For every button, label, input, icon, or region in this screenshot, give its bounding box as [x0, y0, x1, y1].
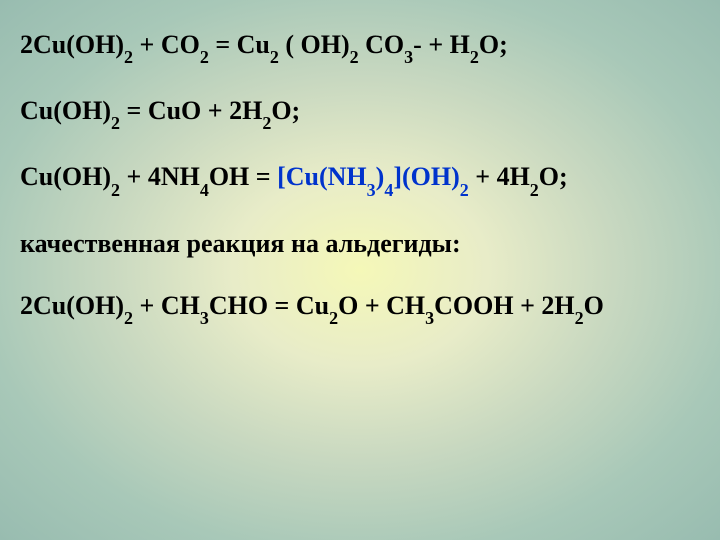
formula-text: Cu(OH): [20, 96, 111, 125]
formula-text: = CuO + 2H: [120, 96, 262, 125]
subscript: 2: [200, 47, 209, 67]
subscript: 2: [124, 47, 133, 67]
formula-text: COOH + 2H: [434, 291, 575, 320]
formula-text: 2Cu(OH): [20, 30, 124, 59]
subscript: 3: [425, 308, 434, 328]
formula-text: + CO: [133, 30, 200, 59]
equation-line: Cu(OH)2 + 4NH4OH = [Cu(NH3)4](OH)2 + 4H2…: [20, 162, 700, 196]
subscript: 2: [350, 47, 359, 67]
formula-text: ­- + H: [413, 30, 470, 59]
formula-text: + CH: [133, 291, 200, 320]
formula-text: O;: [479, 30, 508, 59]
subscript: 4: [384, 180, 393, 200]
equation-line: Cu(OH)2 = CuO + 2H2O;: [20, 96, 700, 130]
subscript: 3: [200, 308, 209, 328]
text-line: качественная реакция на альдегиды:: [20, 229, 700, 259]
formula-text: OH =: [209, 162, 277, 191]
subscript: 3: [367, 180, 376, 200]
formula-text: Cu(OH): [20, 162, 111, 191]
formula-text: O;: [271, 96, 300, 125]
formula-text: CO: [359, 30, 405, 59]
subscript: 2: [329, 308, 338, 328]
formula-text: = Cu: [209, 30, 270, 59]
formula-text: + 4H: [469, 162, 530, 191]
subscript: 2: [124, 308, 133, 328]
formula-text: [Cu(NH: [277, 162, 367, 191]
formula-text: ](OH): [393, 162, 459, 191]
formula-text: O: [584, 291, 604, 320]
subscript: 3: [404, 47, 413, 67]
equation-line: 2Cu(OH)2 + CH3CHO = Cu2O + CH3COOH + 2H2…: [20, 291, 700, 325]
formula-text: + 4NH: [120, 162, 200, 191]
formula-text: CHO = Cu: [209, 291, 329, 320]
subscript: 2: [262, 113, 271, 133]
subscript: 2: [111, 180, 120, 200]
subscript: 4: [200, 180, 209, 200]
formula-text: ( OH): [279, 30, 350, 59]
formula-text: 2Cu(OH): [20, 291, 124, 320]
subscript: 2: [270, 47, 279, 67]
slide-content: 2Cu(OH)2 + CO2 = Cu2 ( OH)2 CO3­- + H2O;…: [20, 30, 700, 325]
subscript: 2: [111, 113, 120, 133]
subscript: 2: [530, 180, 539, 200]
formula-text: O + CH: [338, 291, 425, 320]
formula-text: качественная реакция на альдегиды:: [20, 229, 461, 258]
subscript: 2: [470, 47, 479, 67]
formula-text: O;: [539, 162, 568, 191]
subscript: 2: [460, 180, 469, 200]
equation-line: 2Cu(OH)2 + CO2 = Cu2 ( OH)2 CO3­- + H2O;: [20, 30, 700, 64]
subscript: 2: [575, 308, 584, 328]
